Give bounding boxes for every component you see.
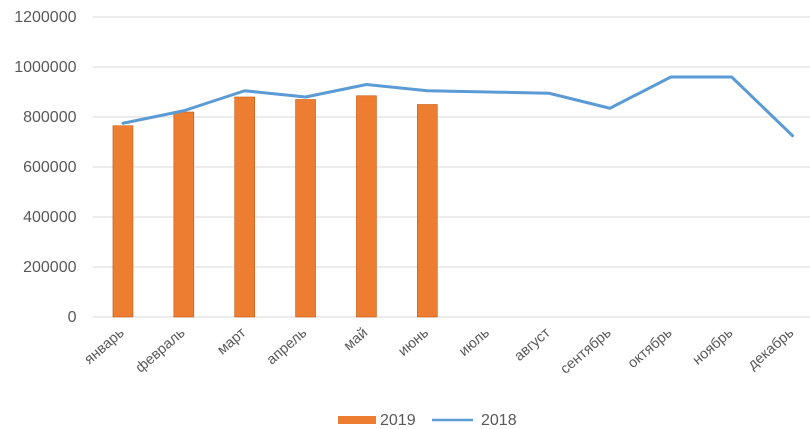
svg-text:апрель: апрель: [264, 325, 310, 368]
svg-text:2019: 2019: [380, 412, 416, 429]
svg-text:0: 0: [68, 309, 77, 326]
svg-text:1000000: 1000000: [14, 59, 76, 76]
svg-text:август: август: [511, 325, 553, 365]
svg-text:2018: 2018: [481, 412, 517, 429]
svg-text:январь: январь: [82, 325, 128, 368]
svg-text:июль: июль: [456, 325, 493, 360]
svg-text:400000: 400000: [23, 209, 76, 226]
svg-text:сентябрь: сентябрь: [557, 325, 614, 378]
svg-text:март: март: [214, 325, 249, 359]
svg-text:декабрь: декабрь: [745, 325, 797, 373]
svg-text:июнь: июнь: [395, 325, 432, 360]
svg-text:ноябрь: ноябрь: [690, 325, 737, 368]
svg-text:май: май: [341, 325, 371, 354]
svg-text:600000: 600000: [23, 159, 76, 176]
svg-text:200000: 200000: [23, 259, 76, 276]
svg-text:октябрь: октябрь: [625, 325, 675, 372]
svg-text:1200000: 1200000: [14, 9, 76, 26]
svg-text:февраль: февраль: [133, 325, 189, 376]
svg-text:800000: 800000: [23, 109, 76, 126]
